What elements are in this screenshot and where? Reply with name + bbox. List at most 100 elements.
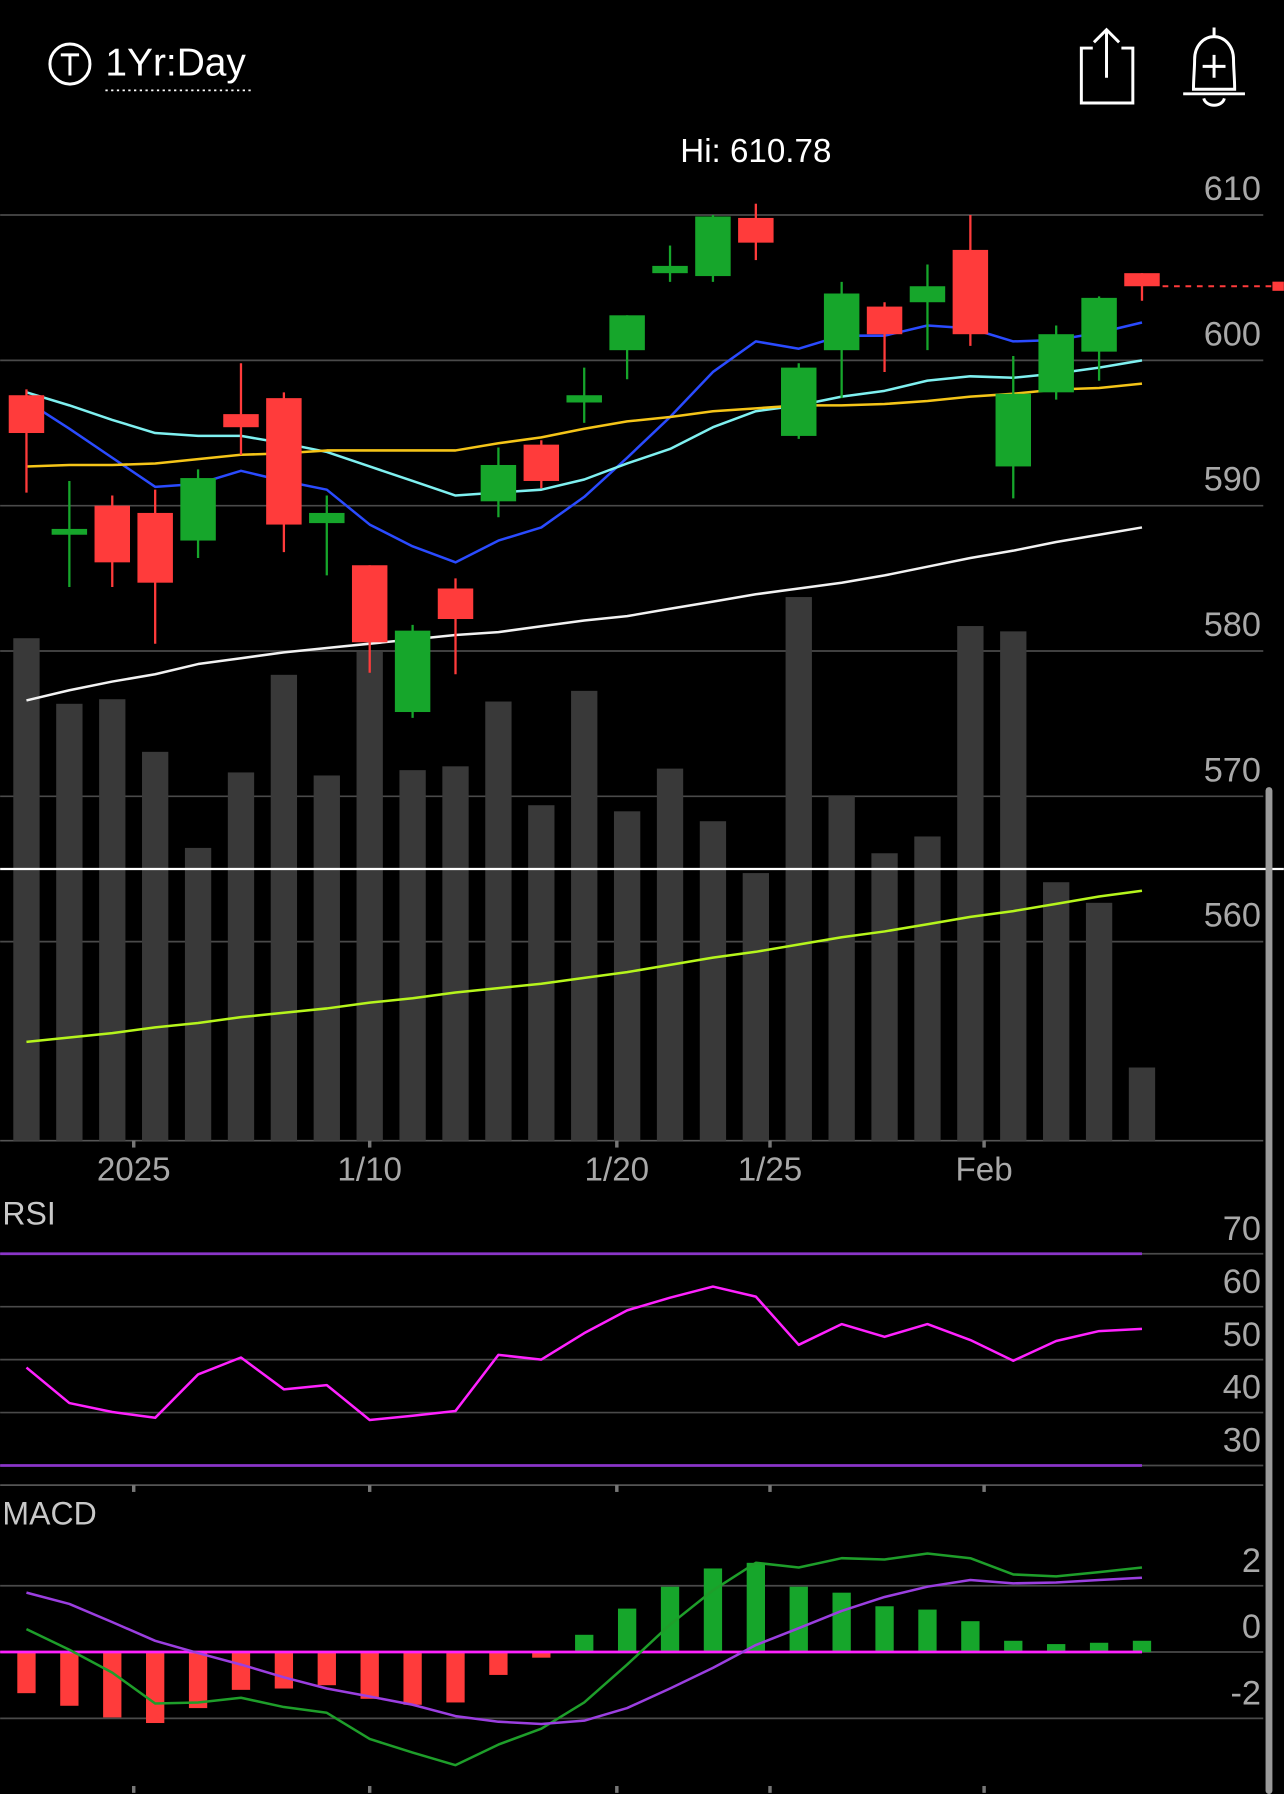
histogram-bar — [1132, 1640, 1152, 1653]
histogram-bar — [1004, 1640, 1023, 1653]
candle-body — [309, 512, 345, 524]
moving-average-line — [26, 359, 1143, 497]
candle-body — [995, 393, 1032, 467]
moving-average-line — [26, 382, 1143, 468]
y-tick-label: 600 — [1204, 315, 1261, 353]
histogram-bar — [17, 1652, 36, 1694]
indicator-line — [26, 1576, 1143, 1726]
x-tick-label: 1/20 — [585, 1151, 650, 1188]
candle-body — [909, 286, 946, 303]
volume-bar — [528, 805, 555, 1141]
candle-body — [609, 315, 645, 351]
histogram-bar — [188, 1652, 208, 1709]
histogram-bar — [532, 1652, 551, 1658]
histogram-bar — [146, 1652, 165, 1724]
candle-body — [437, 588, 474, 620]
histogram-bar — [660, 1586, 680, 1653]
timeframe-icon-glyph — [60, 53, 80, 76]
x-tick-label: 2025 — [97, 1151, 171, 1188]
histogram-bar — [60, 1652, 79, 1706]
histogram-bar — [360, 1652, 379, 1699]
candle-body — [695, 216, 731, 277]
volume-bar — [914, 836, 941, 1141]
volume-bar — [56, 703, 83, 1141]
x-tick-label: 1/10 — [337, 1151, 402, 1188]
alert-button[interactable] — [1183, 27, 1245, 107]
volume-bar — [485, 701, 512, 1141]
volume-bar — [13, 638, 40, 1141]
y-tick-label: 50 — [1223, 1316, 1261, 1354]
scrollbar[interactable] — [1265, 787, 1273, 1794]
y-tick-label: -2 — [1230, 1675, 1261, 1713]
y-tick-label: 2 — [1242, 1542, 1261, 1580]
histogram-bar — [1089, 1642, 1109, 1653]
candle-body — [781, 367, 817, 436]
volume-bar — [399, 770, 426, 1141]
timeframe-icon — [48, 42, 92, 86]
volume-bar — [828, 795, 855, 1141]
candle-body — [480, 464, 517, 502]
volume-bar — [957, 626, 984, 1141]
histogram-bar — [746, 1562, 765, 1653]
histogram-bar — [617, 1608, 637, 1653]
candle-body — [8, 395, 45, 434]
candle-body — [266, 398, 302, 525]
candle-body — [1124, 273, 1160, 287]
candle-body — [51, 528, 88, 535]
histogram-bar — [703, 1568, 723, 1653]
candle-body — [394, 630, 431, 713]
volume-bar — [571, 690, 598, 1141]
volume-bar — [227, 772, 255, 1141]
volume-bar — [656, 768, 684, 1141]
candle-body — [180, 478, 216, 541]
volume-bar — [442, 766, 469, 1141]
panel-title: MACD — [2, 1495, 96, 1531]
volume-bar — [613, 811, 641, 1141]
candle-body — [866, 306, 903, 335]
volume-bar — [313, 775, 340, 1141]
moving-average-line — [26, 889, 1143, 1044]
histogram-bar — [832, 1592, 851, 1653]
y-tick-label: 0 — [1242, 1608, 1261, 1646]
volume-bar — [184, 847, 212, 1141]
volume-bar — [270, 674, 298, 1141]
timeframe-label: 1Yr:Day — [105, 41, 246, 84]
high-annotation: Hi: 610.78 — [680, 133, 831, 170]
volume-bar — [699, 821, 727, 1141]
volume-bar — [1000, 631, 1027, 1141]
histogram-bar — [446, 1652, 465, 1703]
volume-bar — [99, 699, 126, 1141]
histogram-bar — [1047, 1644, 1066, 1653]
y-tick-label: 610 — [1204, 170, 1261, 208]
histogram-bar — [875, 1606, 894, 1653]
candle-body — [94, 505, 131, 563]
histogram-bar — [575, 1634, 594, 1653]
y-tick-label: 560 — [1204, 897, 1261, 935]
y-tick-label: 30 — [1223, 1422, 1261, 1460]
y-tick-label: 60 — [1223, 1263, 1261, 1301]
y-tick-label: 40 — [1223, 1369, 1261, 1407]
indicator-line — [25, 1552, 1143, 1767]
histogram-bar — [103, 1652, 122, 1718]
candle-body — [952, 249, 989, 335]
share-button[interactable] — [1079, 27, 1135, 105]
candle-body — [566, 395, 602, 403]
panel-title: RSI — [2, 1196, 55, 1232]
histogram-bar — [489, 1652, 508, 1675]
timeframe-button[interactable]: 1Yr:Day — [48, 41, 251, 92]
histogram-bar — [317, 1652, 336, 1686]
candle-body — [823, 293, 860, 351]
volume-bar — [1043, 882, 1070, 1141]
y-tick-label: 580 — [1204, 606, 1261, 644]
histogram-bar — [961, 1621, 980, 1653]
volume-bar — [356, 651, 383, 1141]
candle-body — [523, 444, 560, 481]
candle-body — [738, 217, 774, 243]
share-icon — [1079, 27, 1135, 105]
x-tick-label: 1/25 — [738, 1151, 803, 1188]
candle-body — [652, 265, 688, 274]
y-tick-label: 590 — [1204, 461, 1261, 499]
